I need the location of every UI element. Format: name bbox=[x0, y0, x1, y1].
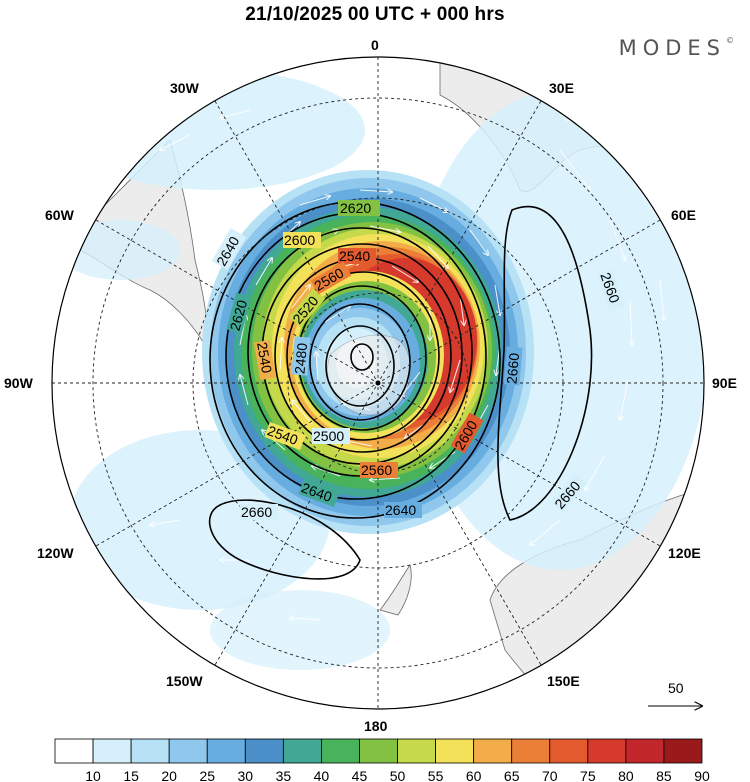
colorbar-tick-label: 90 bbox=[694, 768, 710, 782]
lon-label-150e: 150E bbox=[547, 673, 580, 689]
wind-vectors bbox=[150, 99, 664, 620]
map-boundary bbox=[51, 56, 705, 710]
contour-label-2560-left: 2540 bbox=[254, 341, 275, 375]
colorbar-swatch bbox=[397, 738, 436, 764]
colorbar-tick-label: 80 bbox=[618, 768, 634, 782]
colorbar-swatch bbox=[92, 738, 132, 764]
lon-label-90e: 90E bbox=[712, 375, 737, 391]
wind-reference-label: 50 bbox=[668, 680, 684, 696]
contour-2540 bbox=[286, 271, 440, 441]
contour-2500 bbox=[309, 303, 411, 421]
colorbar-swatch bbox=[473, 738, 513, 764]
colorbar-tick-label: 75 bbox=[580, 768, 596, 782]
contour-2660-east bbox=[497, 205, 593, 521]
contour-label-2480: 2480 bbox=[291, 342, 310, 375]
contour-label-2600-top: 2600 bbox=[284, 232, 315, 248]
colorbar-tick-label: 25 bbox=[199, 768, 215, 782]
longitude-labels: 0 30E 60E 90E 120E 150E 180 150W 120W 90… bbox=[4, 37, 737, 734]
colorbar-tick-label: 50 bbox=[390, 768, 406, 782]
lon-label-30e: 30E bbox=[549, 80, 574, 96]
contour-label-2640-bottom: 2640 bbox=[385, 502, 416, 518]
colorbar-swatch bbox=[549, 738, 589, 764]
colorbar-tick-label: 55 bbox=[428, 768, 444, 782]
lon-label-180: 180 bbox=[364, 718, 388, 734]
colorbar-swatch bbox=[511, 738, 551, 764]
colorbar-swatch bbox=[282, 738, 322, 764]
colorbar-tick-label: 70 bbox=[542, 768, 558, 782]
colorbar-swatch bbox=[168, 738, 208, 764]
colorbar-swatch bbox=[587, 738, 627, 764]
colorbar-tick-label: 65 bbox=[504, 768, 520, 782]
wind-reference-vector: 50 bbox=[648, 680, 702, 706]
colorbar-swatch bbox=[359, 738, 398, 764]
modes-logo: MODES© bbox=[618, 36, 734, 60]
colorbar-tick-label: 85 bbox=[656, 768, 672, 782]
contour-label-2660-east-inner: 2660 bbox=[503, 352, 522, 385]
contour-label-2620-left: 2620 bbox=[227, 298, 251, 332]
colorbar-swatch bbox=[663, 738, 703, 764]
lon-label-0: 0 bbox=[371, 37, 379, 53]
colorbar-tick-label: 15 bbox=[123, 768, 139, 782]
contour-label-2660-southwest: 2660 bbox=[241, 504, 272, 520]
colorbar-tick-label: 30 bbox=[238, 768, 254, 782]
colorbar-tick-label: 35 bbox=[276, 768, 292, 782]
contour-2660-southwest bbox=[208, 499, 361, 580]
colorbar-swatch bbox=[244, 738, 284, 764]
lon-label-60w: 60W bbox=[45, 207, 75, 223]
colorbar-tick-label: 60 bbox=[466, 768, 482, 782]
colorbar-swatch bbox=[435, 738, 475, 764]
lon-label-120e: 120E bbox=[668, 545, 701, 561]
lon-label-150w: 150W bbox=[166, 673, 203, 689]
lon-label-60e: 60E bbox=[671, 207, 696, 223]
colorbar-tick-label: 40 bbox=[314, 768, 330, 782]
colorbar-swatch bbox=[130, 738, 170, 764]
colorbar-tick-label: 20 bbox=[161, 768, 177, 782]
contour-low-center bbox=[350, 343, 374, 371]
contour-2480 bbox=[325, 325, 395, 407]
contour-label-2580-bottom: 2560 bbox=[361, 462, 392, 478]
map-title: 21/10/2025 00 UTC + 000 hrs bbox=[245, 4, 505, 25]
contour-label-2540-top: 2540 bbox=[339, 248, 370, 264]
lon-label-120w: 120W bbox=[37, 545, 74, 561]
contour-labels: 2620 2640 2600 2540 2620 2520 2560 2540 … bbox=[211, 200, 626, 520]
contour-label-2620-top: 2620 bbox=[340, 200, 371, 216]
lon-label-30w: 30W bbox=[170, 80, 200, 96]
colorbar-swatch bbox=[625, 738, 665, 764]
colorbar: 10 15 20 25 30 35 40 45 50 55 60 65 70 75 80 85 90 bbox=[54, 738, 710, 782]
colorbar-tick-label: 45 bbox=[352, 768, 368, 782]
colorbar-tick-label: 10 bbox=[85, 768, 101, 782]
contour-label-2500-bottom: 2500 bbox=[313, 428, 344, 444]
colorbar-swatch bbox=[321, 738, 360, 764]
lon-label-90w: 90W bbox=[4, 375, 34, 391]
colorbar-swatch bbox=[54, 738, 94, 764]
colorbar-swatch bbox=[206, 738, 246, 764]
